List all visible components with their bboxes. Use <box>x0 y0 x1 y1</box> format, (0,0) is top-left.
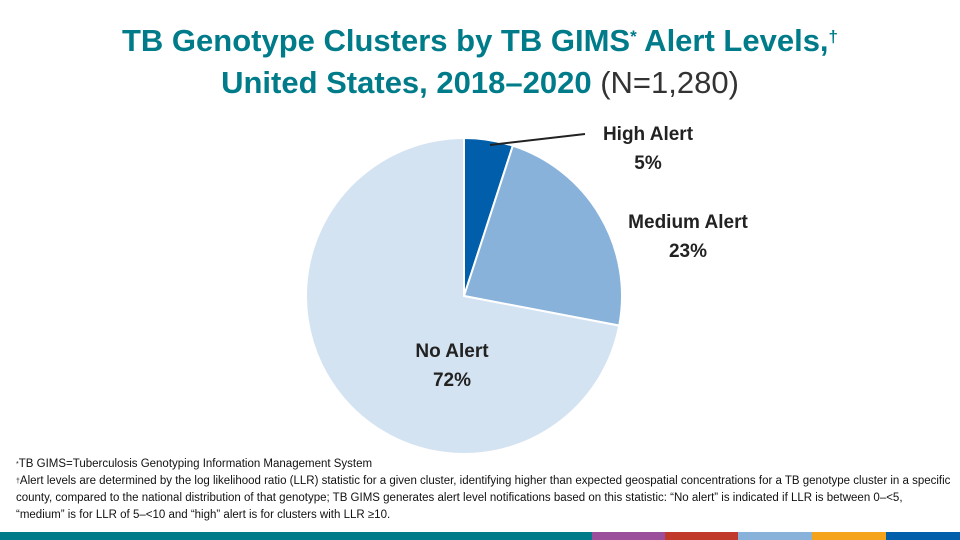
footer-bar-teal <box>0 532 592 540</box>
pie-slice-no-alert <box>305 136 621 455</box>
label-high-alert: High Alert <box>603 124 694 145</box>
footer-bar-orange <box>812 532 886 540</box>
sample-size: (N=1,280) <box>600 65 739 100</box>
footer-bar-lightblue <box>738 532 812 540</box>
chart-title-line1: TB Genotype Clusters by TB GIMS* Alert L… <box>121 23 839 58</box>
label-medium-alert: Medium Alert <box>628 212 748 233</box>
footnote-2: †Alert levels are determined by the log … <box>16 475 951 521</box>
pie-slice-medium-alert <box>462 144 623 327</box>
footer-bar-red <box>665 532 738 540</box>
value-medium-alert: 23% <box>669 241 707 262</box>
high-alert-leader-line <box>489 133 586 146</box>
footer-bar-blue <box>886 532 960 540</box>
label-no-alert: No Alert <box>415 341 489 362</box>
value-high-alert: 5% <box>634 153 662 174</box>
footer-bar-purple <box>592 532 665 540</box>
footnote-1: *TB GIMS=Tuberculosis Genotyping Informa… <box>16 458 373 470</box>
chart-title-line2: United States, 2018–2020 (N=1,280) <box>221 65 739 100</box>
value-no-alert: 72% <box>433 370 471 391</box>
